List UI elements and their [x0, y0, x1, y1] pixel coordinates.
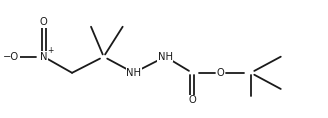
- Text: NH: NH: [126, 68, 141, 78]
- Text: O: O: [188, 95, 196, 105]
- Text: −O: −O: [3, 52, 19, 62]
- Text: +: +: [47, 46, 54, 55]
- Text: O: O: [40, 17, 48, 27]
- Text: N: N: [40, 52, 47, 62]
- Text: NH: NH: [158, 52, 173, 62]
- Text: O: O: [217, 68, 225, 78]
